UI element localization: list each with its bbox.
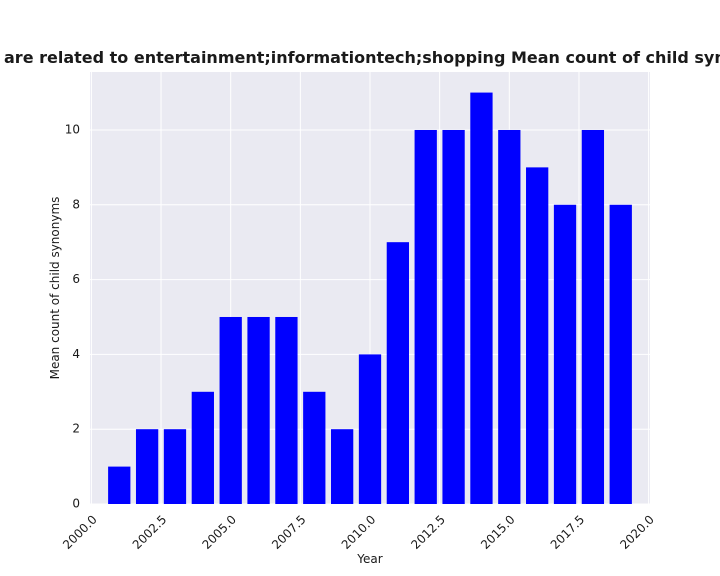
y-tick-label: 2 <box>72 422 80 436</box>
x-tick-label: 2015.0 <box>478 512 518 552</box>
y-tick-label: 10 <box>65 122 80 136</box>
x-tick-label: 2017.5 <box>548 512 588 552</box>
bar-2010 <box>358 354 382 504</box>
x-tick-label: 2000.0 <box>60 512 100 552</box>
bar-2011 <box>386 242 410 504</box>
x-tick-labels: 2000.0 2002.5 2005.0 2007.5 2010.0 2012.5 2015… <box>60 512 657 552</box>
bar-2003 <box>163 429 187 504</box>
bar-2006 <box>247 316 270 504</box>
bar-2008 <box>303 391 326 504</box>
bar-2007 <box>275 316 298 504</box>
bar-2017 <box>553 204 577 504</box>
bar-2002 <box>135 429 159 504</box>
y-tick-label: 0 <box>72 497 80 511</box>
y-tick-label: 4 <box>72 347 80 361</box>
bar-2009 <box>330 429 354 504</box>
x-axis-label: Year <box>356 552 382 566</box>
y-axis-label: Mean count of child synonyms <box>48 197 62 380</box>
bar-2001 <box>108 466 131 504</box>
x-tick-label: 2007.5 <box>269 512 309 552</box>
bar-2015 <box>498 129 521 504</box>
bar-2005 <box>219 316 242 504</box>
bar-2004 <box>191 391 214 504</box>
x-tick-label: 2010.0 <box>339 512 379 552</box>
bar-2013 <box>442 129 465 504</box>
bar-2012 <box>414 129 437 504</box>
x-tick-label: 2012.5 <box>408 512 448 552</box>
bar-2019 <box>609 204 632 504</box>
bars-group <box>108 92 632 505</box>
y-tick-label: 8 <box>72 197 80 211</box>
bar-2018 <box>581 129 605 504</box>
x-tick-label: 2020.0 <box>617 512 657 552</box>
y-tick-labels: 0 2 4 6 8 10 <box>65 122 80 510</box>
bar-2016 <box>526 167 549 504</box>
bar-2014 <box>470 92 493 505</box>
y-tick-label: 6 <box>72 272 80 286</box>
x-tick-label: 2005.0 <box>199 512 239 552</box>
x-tick-label: 2002.5 <box>130 512 170 552</box>
chart-title: are related to entertainment;information… <box>4 48 720 67</box>
